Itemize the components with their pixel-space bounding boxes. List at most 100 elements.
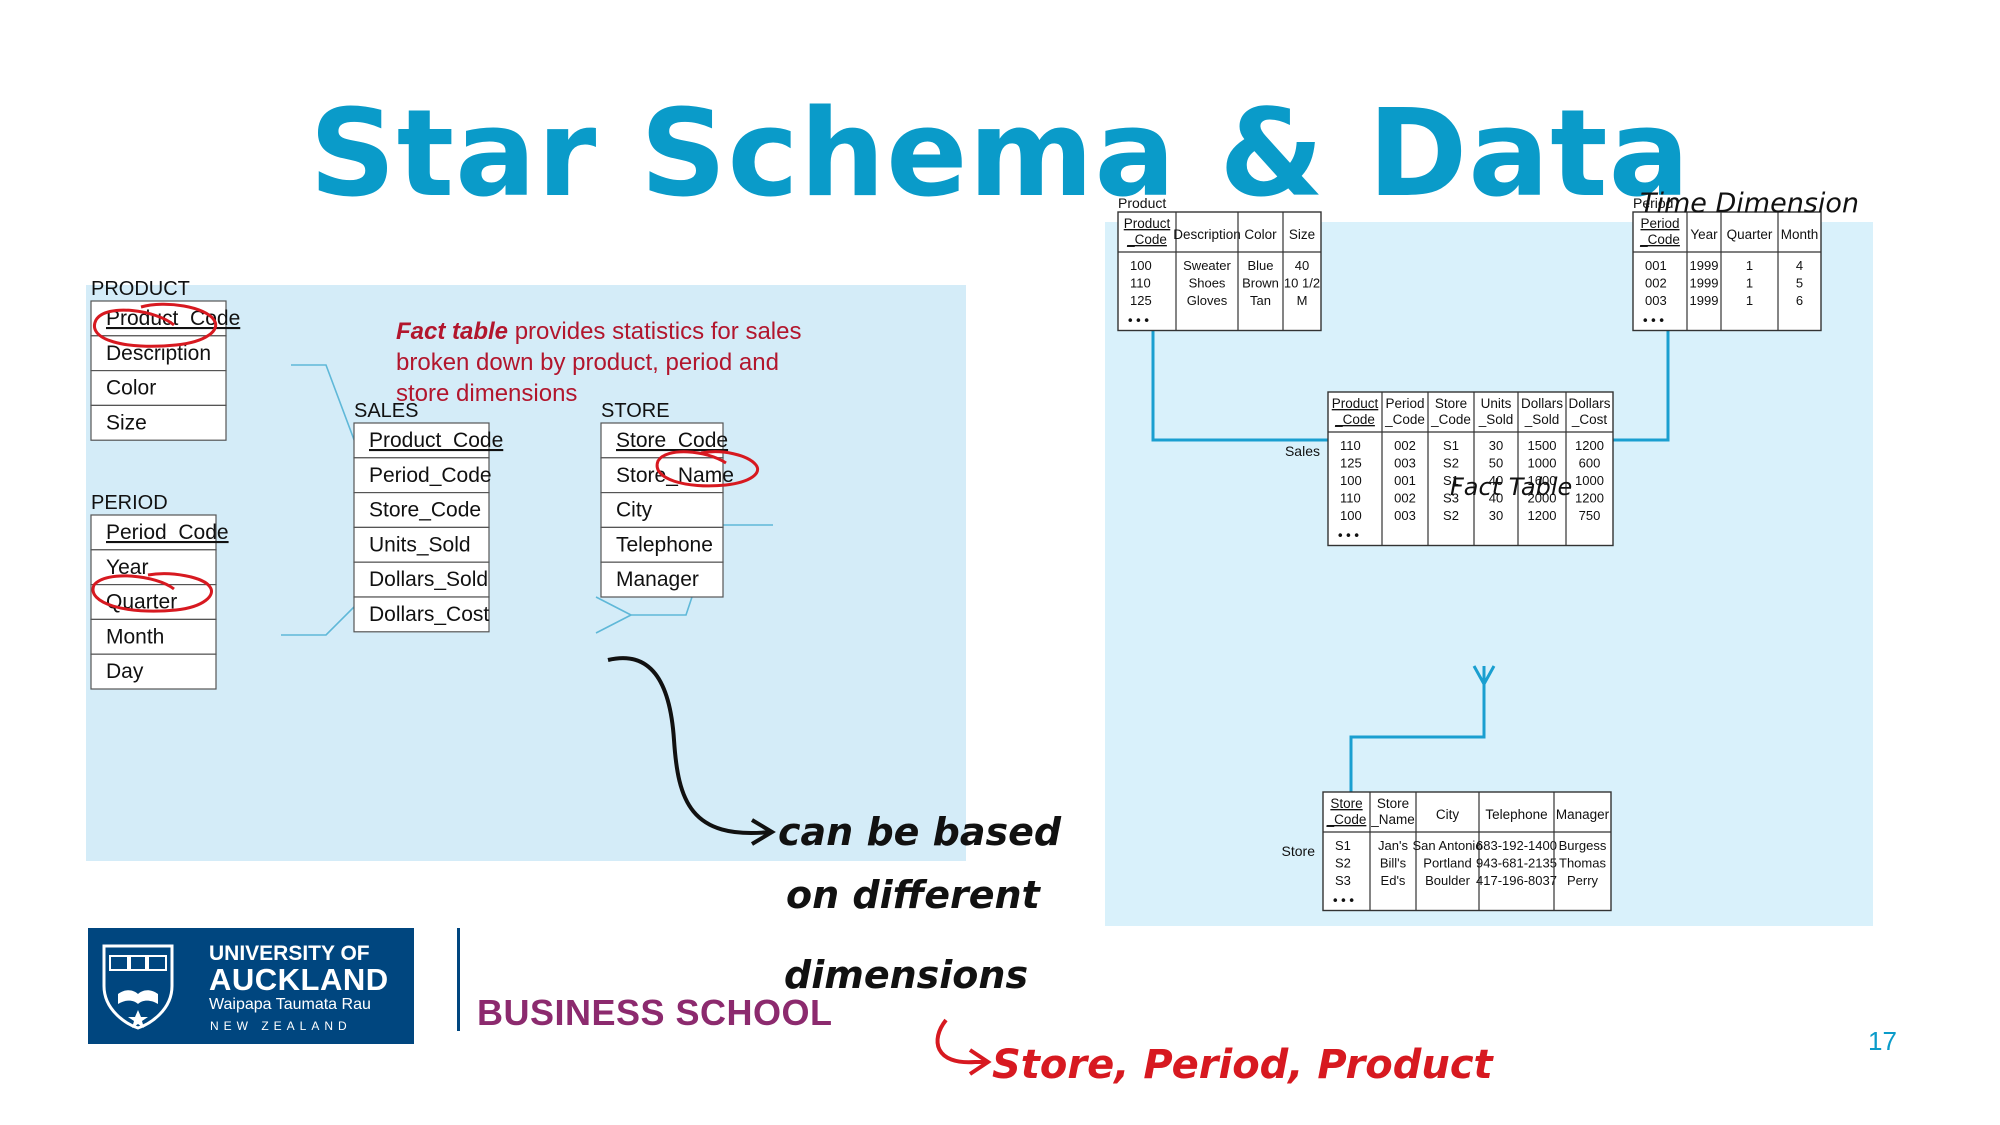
crest-icon <box>102 944 174 1030</box>
sales-cell: 110 <box>1340 491 1361 506</box>
product-header-text: Description <box>1173 227 1241 242</box>
sales-cell: S1 <box>1443 438 1459 453</box>
store-field: Telephone <box>616 533 713 556</box>
sales-cell: 40 <box>1489 491 1503 506</box>
store-field-cell <box>600 492 724 529</box>
sales-field: Product_Code <box>369 429 503 452</box>
sales-header-text: _Code <box>1430 412 1471 427</box>
store-field-cell <box>600 526 724 563</box>
sales-field: Period_Code <box>369 464 492 487</box>
sales-cell: 1200 <box>1528 508 1557 523</box>
sales-cell: S3 <box>1443 491 1459 506</box>
red-circles <box>91 302 759 613</box>
sales-field-cell <box>353 526 490 563</box>
product-header-text: Color <box>1244 227 1277 242</box>
data-tables: ProductProduct_Code100110125DescriptionS… <box>1117 195 1822 912</box>
store-cell: Bill's <box>1380 856 1407 871</box>
sales-header-text: Product <box>1332 396 1379 411</box>
sales-field: Dollars_Sold <box>369 568 488 591</box>
store-cell: S3 <box>1335 873 1351 888</box>
sales-cell: 2000 <box>1528 491 1557 506</box>
period-cell: 1 <box>1746 258 1753 273</box>
store-cell: 943-681-2135 <box>1476 856 1557 871</box>
store-header-text: City <box>1436 807 1459 822</box>
product-circle <box>93 302 218 348</box>
store-cell: San Antonio <box>1412 838 1482 853</box>
product-cell: Gloves <box>1187 293 1228 308</box>
sales-field-cell <box>353 457 490 494</box>
sales-ellipsis: • • • <box>1338 528 1359 543</box>
product-cell: 40 <box>1295 258 1309 273</box>
store-data-table: StoreStore_CodeS1S2S3Store_NameJan'sBill… <box>1282 791 1612 912</box>
sales-cell: 40 <box>1489 473 1503 488</box>
store-cell: Ed's <box>1381 873 1406 888</box>
store-entity-name: STORE <box>601 400 670 422</box>
sales-field: Store_Code <box>369 499 481 522</box>
sales-header-text: _Code <box>1384 412 1425 427</box>
sales-cell: 30 <box>1489 438 1503 453</box>
store-field: Store_Name <box>616 464 734 487</box>
period-cell: 1999 <box>1690 293 1719 308</box>
period-data-table: PeriodPeriod_Code001002003Year1999199919… <box>1632 195 1822 332</box>
star-schema-data-diagram: Product Product _Code 100 110 125 Description S… <box>1105 195 1873 926</box>
store-cell: 683-192-1400 <box>1476 838 1557 853</box>
sales-cell: 002 <box>1394 491 1416 506</box>
store-cell: S1 <box>1335 838 1351 853</box>
store-entity: STORE Store_Code Store_Name City Telephone Ma… <box>600 400 734 598</box>
fact-note-line-2: broken down by product, period and <box>396 349 779 376</box>
store-cell: Thomas <box>1559 856 1606 871</box>
logo-divider <box>457 928 460 1031</box>
store-cell: 417-196-8037 <box>1476 873 1557 888</box>
logo-line-2: AUCKLAND <box>209 962 389 997</box>
business-school-name: BUSINESS SCHOOL <box>477 992 833 1033</box>
sales-header-text: Store <box>1435 396 1467 411</box>
sales-field-cell <box>353 422 490 459</box>
sales-cell: 1200 <box>1575 491 1604 506</box>
product-field: Size <box>106 411 147 434</box>
period-ellipsis: • • • <box>1643 313 1664 328</box>
product-cell: Sweater <box>1183 258 1231 273</box>
handwritten-note-line-3: dimensions <box>784 953 1028 997</box>
logo-line-4: NEW ZEALAND <box>210 1019 352 1033</box>
sales-table-label: Sales <box>1285 443 1320 459</box>
period-cell: 1 <box>1746 276 1753 291</box>
sales-cell: 002 <box>1394 438 1416 453</box>
product-field: Description <box>106 342 211 365</box>
store-cell: S2 <box>1335 856 1351 871</box>
period-entity-name: PERIOD <box>91 492 168 514</box>
handwritten-red-note: Store, Period, Product <box>992 1042 1495 1088</box>
period-cell: 1999 <box>1690 258 1719 273</box>
period-cell: 1999 <box>1690 276 1719 291</box>
period-table-border <box>1632 211 1822 332</box>
fact-table-note: Fact table provides statistics for sales <box>396 318 801 345</box>
period-field-cell <box>90 514 217 551</box>
period-field: Year <box>106 556 148 579</box>
red-hook-arrow <box>935 1018 985 1065</box>
sales-cell: 1200 <box>1575 438 1604 453</box>
sales-entity: SALES Product_Code Period_Code Store_Code Un… <box>353 400 503 633</box>
data-diagram-canvas: ProductProduct_Code100110125DescriptionS… <box>1117 195 1822 912</box>
sales-header-text: Units <box>1481 396 1512 411</box>
sales-header-text: _Sold <box>1524 412 1560 427</box>
period-cell: 6 <box>1796 293 1803 308</box>
sales-cell: 100 <box>1340 473 1362 488</box>
sales-field: Dollars_Cost <box>369 603 489 626</box>
store-header-text: _Code <box>1326 812 1367 827</box>
fact-note-line-3: store dimensions <box>396 380 577 407</box>
store-cell: Perry <box>1567 873 1599 888</box>
store-table-label: Store <box>1282 843 1316 859</box>
sales-header-text: Dollars <box>1568 396 1610 411</box>
store-header-text: _Name <box>1370 812 1415 827</box>
product-ellipsis: • • • <box>1128 313 1149 328</box>
period-cell: 003 <box>1645 293 1667 308</box>
product-table-label: Product <box>1118 195 1166 211</box>
university-logo: UNIVERSITY OF AUCKLAND Waipapa Taumata R… <box>88 928 414 1044</box>
product-cell: 100 <box>1130 258 1152 273</box>
sales-cell: 30 <box>1489 508 1503 523</box>
sales-header-text: Dollars <box>1521 396 1563 411</box>
sales-cell: 001 <box>1394 473 1416 488</box>
sales-cell: 1600 <box>1528 473 1557 488</box>
sales-cell: 1000 <box>1575 473 1604 488</box>
